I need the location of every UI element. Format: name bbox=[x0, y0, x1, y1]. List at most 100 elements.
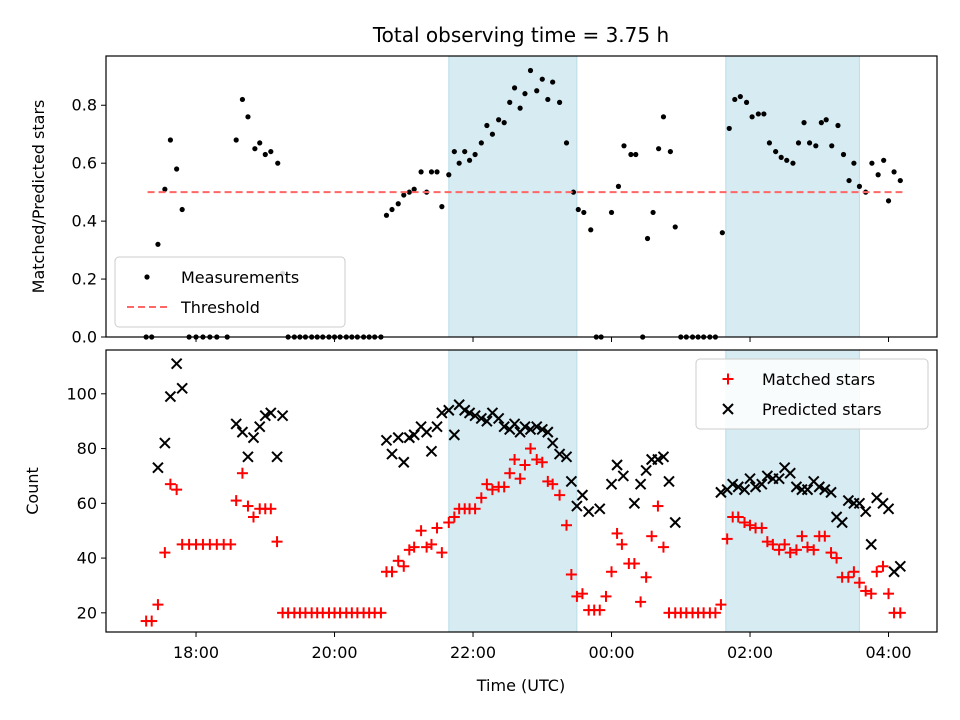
data-point bbox=[275, 160, 281, 166]
x-tick-label: 00:00 bbox=[588, 643, 634, 662]
data-point bbox=[575, 206, 581, 213]
data-point bbox=[546, 437, 559, 449]
data-point bbox=[819, 530, 831, 542]
data-point bbox=[715, 599, 727, 611]
data-point bbox=[265, 407, 277, 419]
x-tick-label: 18:00 bbox=[173, 643, 219, 662]
y-tick-label: 100 bbox=[66, 384, 97, 403]
data-point bbox=[436, 407, 448, 419]
data-point bbox=[795, 140, 802, 146]
data-point bbox=[633, 151, 639, 158]
data-point bbox=[744, 472, 756, 485]
data-point bbox=[386, 566, 398, 578]
data-point bbox=[565, 569, 577, 581]
data-point bbox=[594, 503, 606, 515]
data-point bbox=[230, 418, 242, 430]
data-point bbox=[466, 157, 473, 163]
data-point bbox=[784, 467, 796, 479]
data-point bbox=[248, 511, 260, 523]
data-point bbox=[851, 160, 857, 166]
data-point bbox=[813, 481, 825, 493]
data-point bbox=[646, 530, 658, 542]
data-point bbox=[608, 209, 615, 216]
y-tick-label: 0.2 bbox=[72, 270, 97, 289]
data-point bbox=[611, 527, 623, 539]
data-point bbox=[877, 560, 889, 572]
y-tick-label: 0.8 bbox=[72, 96, 97, 115]
y-tick-label: 0.0 bbox=[72, 328, 97, 347]
legend-bottom: Matched stars Predicted stars bbox=[695, 358, 929, 430]
data-point bbox=[498, 481, 510, 493]
data-point bbox=[773, 472, 785, 485]
data-point bbox=[621, 143, 627, 149]
data-point bbox=[773, 148, 779, 155]
data-point bbox=[581, 209, 587, 216]
data-point bbox=[784, 157, 790, 163]
data-point bbox=[425, 538, 437, 550]
data-point bbox=[375, 607, 387, 619]
data-point bbox=[617, 470, 630, 482]
data-point bbox=[553, 448, 566, 460]
x-tick-label: 02:00 bbox=[727, 643, 773, 662]
data-point bbox=[239, 96, 246, 103]
data-point bbox=[835, 122, 841, 129]
legend-label: Threshold bbox=[180, 298, 260, 317]
data-point bbox=[462, 148, 468, 155]
data-point bbox=[525, 443, 537, 455]
data-point bbox=[475, 492, 487, 504]
data-point bbox=[245, 114, 251, 120]
data-point bbox=[451, 148, 457, 155]
y-tick-label: 0.6 bbox=[72, 154, 97, 173]
data-point bbox=[443, 516, 455, 528]
data-point bbox=[640, 464, 652, 477]
highlight-band-top-1 bbox=[448, 55, 578, 338]
data-point bbox=[507, 99, 513, 105]
data-point bbox=[779, 538, 791, 550]
data-point bbox=[836, 516, 848, 529]
data-point bbox=[818, 120, 824, 126]
data-point bbox=[767, 538, 779, 550]
data-point bbox=[882, 503, 895, 515]
series-matched-stars-bottom bbox=[140, 443, 906, 627]
data-point bbox=[431, 420, 443, 433]
data-point bbox=[660, 114, 667, 120]
data-point bbox=[236, 426, 249, 438]
data-point bbox=[628, 497, 641, 510]
data-point bbox=[571, 590, 583, 602]
highlight-band-top-2 bbox=[725, 55, 860, 338]
data-point bbox=[894, 560, 907, 572]
plot-frame-top bbox=[105, 55, 938, 338]
data-point bbox=[650, 209, 656, 216]
data-point bbox=[825, 547, 837, 559]
data-point bbox=[428, 169, 435, 175]
data-point bbox=[489, 131, 496, 137]
y-tick-label: 0.4 bbox=[72, 212, 97, 231]
data-point bbox=[550, 79, 556, 85]
data-point bbox=[897, 177, 903, 184]
data-point bbox=[519, 420, 531, 433]
data-point bbox=[262, 151, 268, 158]
data-point bbox=[257, 140, 263, 146]
data-point bbox=[825, 486, 837, 499]
data-point bbox=[840, 151, 847, 158]
data-point bbox=[164, 478, 176, 490]
data-point bbox=[271, 451, 283, 463]
data-point bbox=[640, 571, 652, 583]
data-point bbox=[401, 192, 407, 198]
data-point bbox=[709, 607, 721, 619]
data-point bbox=[545, 96, 551, 103]
data-point bbox=[885, 198, 892, 204]
data-point bbox=[657, 541, 669, 553]
data-point bbox=[801, 483, 814, 496]
data-point bbox=[418, 169, 424, 175]
data-point bbox=[398, 456, 410, 468]
chart-title: Total observing time = 3.75 h bbox=[372, 23, 669, 47]
data-point bbox=[732, 96, 738, 103]
data-point bbox=[514, 473, 526, 485]
data-point bbox=[801, 120, 807, 126]
data-point bbox=[846, 177, 852, 184]
legend-swatch bbox=[722, 403, 734, 415]
data-point bbox=[524, 423, 537, 436]
data-point bbox=[456, 160, 462, 166]
